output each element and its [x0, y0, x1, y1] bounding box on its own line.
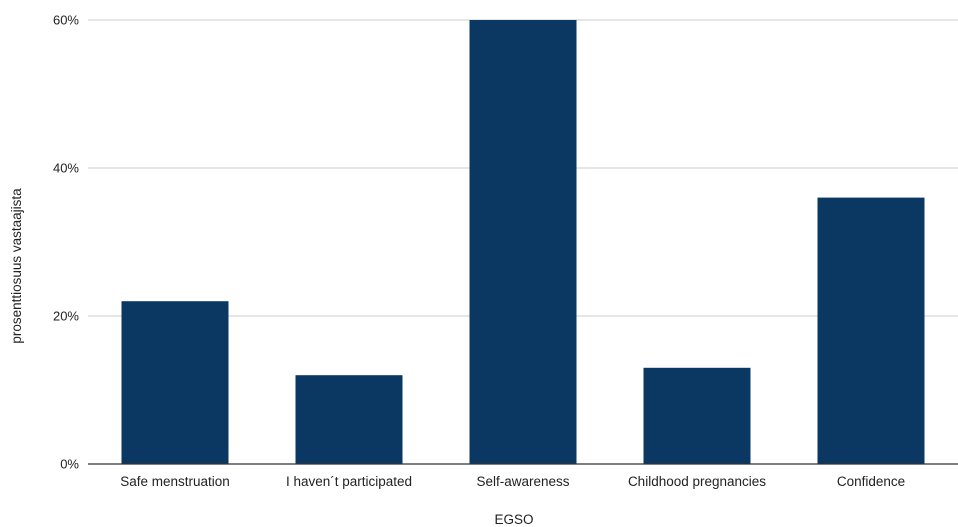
x-tick-label: Self-awareness [476, 474, 569, 489]
y-tick-label: 0% [60, 457, 79, 472]
x-tick-label: Childhood pregnancies [628, 474, 766, 489]
bar [295, 375, 403, 464]
y-tick-labels: 0% 20% 40% 60% [53, 13, 79, 472]
y-axis-title: prosenttiosuus vastaajista [9, 188, 24, 344]
x-tick-label: I haven´t participated [286, 474, 412, 489]
bar [121, 301, 229, 464]
y-tick-label: 40% [53, 161, 79, 176]
bars [121, 20, 925, 464]
bar [817, 197, 925, 464]
y-tick-label: 20% [53, 309, 79, 324]
bar [643, 367, 751, 464]
x-tick-labels: Safe menstruation I haven´t participated S… [120, 474, 905, 489]
bar [469, 20, 577, 464]
x-axis-title: EGSO [494, 512, 533, 527]
x-tick-label: Confidence [837, 474, 905, 489]
y-tick-label: 60% [53, 13, 79, 28]
x-tick-label: Safe menstruation [120, 474, 230, 489]
